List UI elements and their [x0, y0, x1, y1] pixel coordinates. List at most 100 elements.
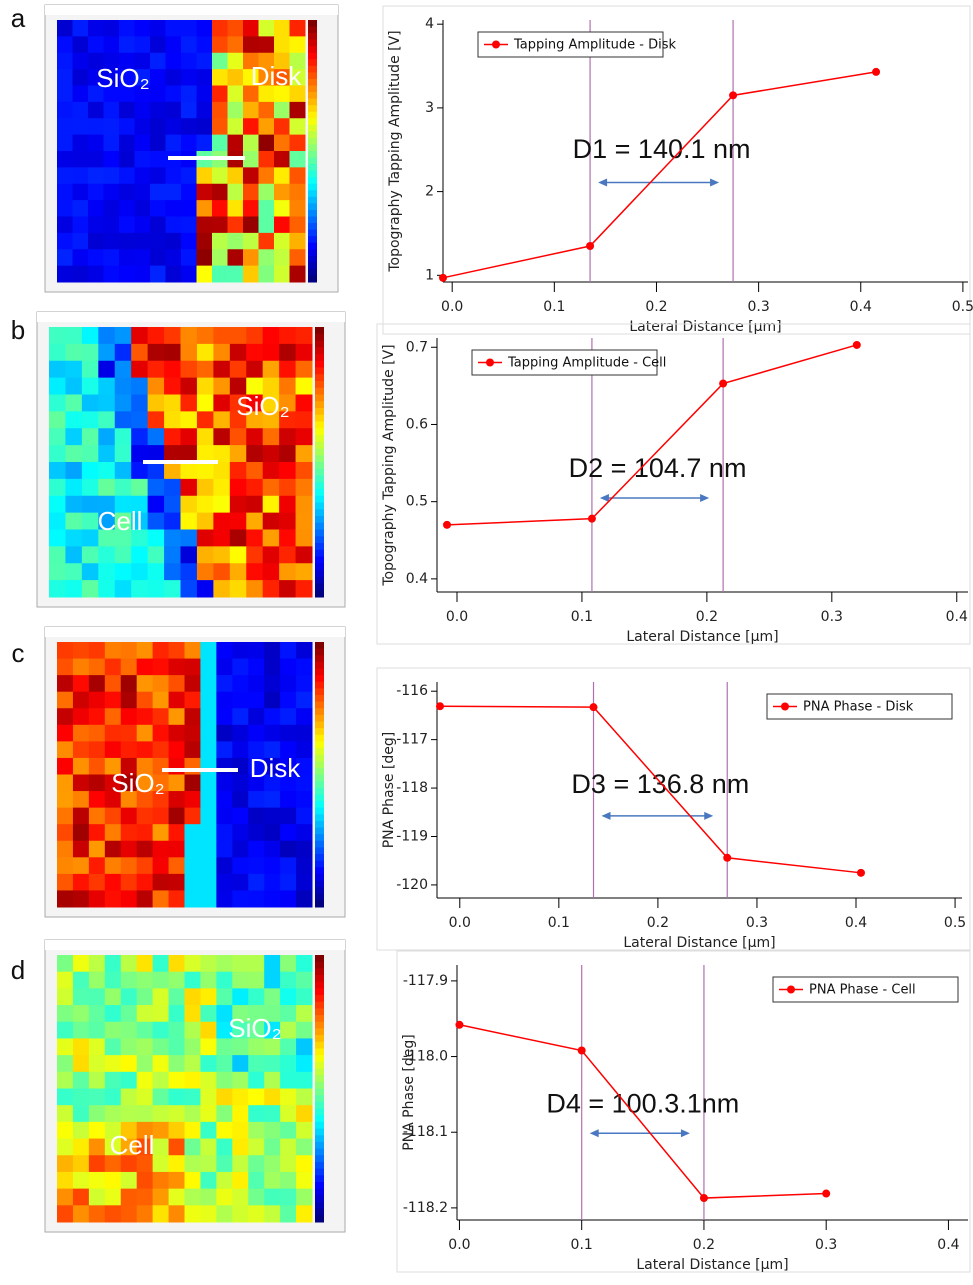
map-cell — [121, 675, 137, 692]
map-cell — [150, 167, 166, 184]
map-cell — [274, 217, 290, 234]
map-cell — [98, 445, 115, 462]
map-cell — [200, 841, 216, 858]
map-cell — [82, 344, 99, 361]
map-cell — [232, 725, 248, 742]
map-cell — [185, 1189, 201, 1206]
map-cell — [185, 1089, 201, 1106]
colorbar-step — [315, 577, 324, 584]
map-cell — [197, 200, 213, 217]
colorbar-step — [315, 1129, 324, 1136]
map-cell — [181, 135, 197, 152]
map-cell — [57, 53, 73, 70]
map-cell — [248, 708, 264, 725]
map-cell — [57, 1139, 73, 1156]
map-cell — [49, 462, 66, 479]
map-cell — [228, 53, 244, 70]
map-cell — [296, 428, 313, 445]
map-cell — [185, 1205, 201, 1222]
map-cell — [150, 151, 166, 168]
map-cell — [121, 1022, 137, 1039]
map-cell — [57, 741, 73, 758]
map-cell — [121, 1072, 137, 1089]
map-cell — [57, 1155, 73, 1172]
map-cell — [57, 200, 73, 217]
map-cell — [274, 151, 290, 168]
colorbar-step — [315, 861, 324, 868]
map-cell — [264, 890, 280, 907]
x-tick-label: 0.4 — [845, 915, 867, 931]
colorbar-step — [315, 761, 324, 768]
map-cell — [57, 841, 73, 858]
map-cell — [164, 496, 181, 513]
x-tick-label: 0.1 — [571, 609, 593, 625]
legend-dot — [492, 41, 500, 49]
map-cell — [232, 708, 248, 725]
map-cell — [248, 1189, 264, 1206]
map-cell — [274, 184, 290, 201]
map-cell — [73, 69, 89, 86]
map-cell — [73, 135, 89, 152]
map-cell — [228, 102, 244, 119]
map-cell — [296, 791, 312, 808]
map-cell — [263, 327, 280, 344]
map-cell — [248, 857, 264, 874]
map-cell — [200, 775, 216, 792]
map-cell — [57, 217, 73, 234]
colorbar-step — [315, 708, 324, 715]
map-cell — [57, 775, 73, 792]
map-cell — [166, 200, 182, 217]
map-cell — [121, 1055, 137, 1072]
map-cell — [119, 36, 135, 53]
map-cell — [82, 530, 99, 547]
map-cell — [148, 445, 165, 462]
map-cell — [115, 378, 132, 395]
map-cell — [105, 692, 121, 709]
colorbar-step — [315, 1175, 324, 1182]
map-cell — [259, 266, 275, 283]
map-cell — [166, 86, 182, 103]
map-cell — [82, 479, 99, 496]
map-cell — [197, 580, 214, 597]
map-cell — [212, 200, 228, 217]
colorbar-step — [315, 854, 324, 861]
colorbar-step — [315, 728, 324, 735]
map-cell — [169, 1022, 185, 1039]
x-tick-label: 0.3 — [747, 299, 769, 315]
map-cell — [216, 1105, 232, 1122]
map-cell — [82, 445, 99, 462]
region-label: SiO₂ — [228, 1013, 281, 1043]
map-cell — [248, 1139, 264, 1156]
map-cell — [230, 361, 247, 378]
map-cell — [185, 874, 201, 891]
data-point — [439, 274, 447, 282]
map-cell — [197, 563, 214, 580]
colorbar-step — [315, 1008, 324, 1015]
map-cell — [169, 642, 185, 659]
map-cell — [119, 118, 135, 135]
colorbar-step — [315, 435, 324, 442]
map-cell — [82, 513, 99, 530]
map-cell — [49, 361, 66, 378]
map-cell — [264, 1089, 280, 1106]
map-cell — [200, 857, 216, 874]
map-cell — [57, 642, 73, 659]
map-cell — [228, 266, 244, 283]
map-cell — [73, 890, 89, 907]
colorbar-step — [315, 887, 324, 894]
map-cell — [274, 36, 290, 53]
map-cell — [296, 708, 312, 725]
map-cell — [296, 563, 313, 580]
map-cell — [135, 266, 151, 283]
map-cell — [185, 988, 201, 1005]
map-cell — [73, 53, 89, 70]
map-cell — [105, 1105, 121, 1122]
map-cell — [131, 462, 148, 479]
map-cell — [137, 808, 153, 825]
map-cell — [279, 344, 296, 361]
map-cell — [243, 135, 259, 152]
y-axis-label: Topography Tapping Amplitude [V] — [381, 344, 397, 586]
map-cell — [153, 808, 169, 825]
colorbar-step — [315, 1109, 324, 1116]
colorbar-step — [315, 550, 324, 557]
